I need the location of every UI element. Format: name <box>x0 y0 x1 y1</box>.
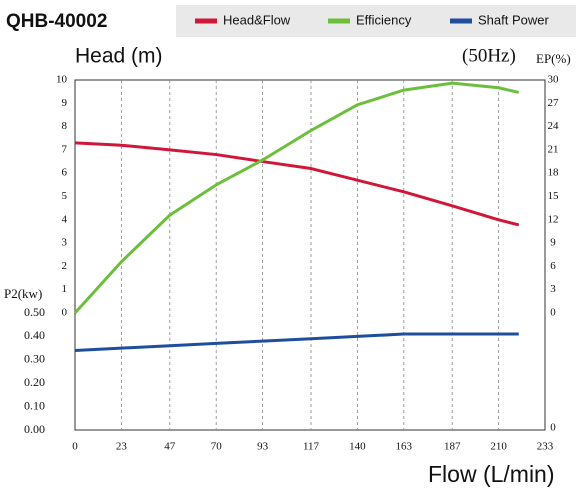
y2-tick-label: 6 <box>550 260 556 272</box>
x-tick-label: 187 <box>444 441 461 453</box>
y-tick-label: 2 <box>62 260 68 272</box>
x-tick-label: 70 <box>211 441 223 453</box>
y-axis-label: Head (m) <box>75 45 163 68</box>
x-tick-label: 23 <box>116 441 128 453</box>
x-tick-label: 233 <box>537 441 554 453</box>
y2-tick-label: 21 <box>548 143 559 155</box>
x-tick-label: 0 <box>72 441 78 453</box>
legend-box <box>176 5 576 37</box>
y2-tick-label: 12 <box>548 213 559 225</box>
legend-label: Head&Flow <box>223 12 291 27</box>
y2-tick-label: 30 <box>548 74 560 86</box>
legend-label: Shaft Power <box>478 12 549 27</box>
x-tick-label: 117 <box>303 441 320 453</box>
x-tick-label: 93 <box>257 441 269 453</box>
y-tick-label: 5 <box>62 190 68 202</box>
y3-tick-label: 0.30 <box>24 352 45 366</box>
y2-tick-label: 27 <box>548 97 560 109</box>
y-tick-label: 10 <box>56 74 68 86</box>
x-axis-label: Flow (L/min) <box>428 461 555 487</box>
x-tick-label: 47 <box>164 441 176 453</box>
y-tick-label: 9 <box>62 97 68 109</box>
series-line <box>74 141 520 227</box>
x-tick-label: 163 <box>396 441 413 453</box>
chart-title: QHB-40002 <box>6 11 107 32</box>
y-tick-label: 6 <box>62 167 68 179</box>
y2-tick-label: 9 <box>550 237 556 249</box>
y2-tick-label: 18 <box>548 167 560 179</box>
y2-axis-label: EP(%) <box>536 51 571 66</box>
legend-label: Efficiency <box>356 12 412 27</box>
y3-axis-label: P2(kw) <box>4 286 42 301</box>
y2-tick-label: 24 <box>548 120 560 132</box>
y-tick-label: 4 <box>62 213 68 225</box>
y3-tick-label: 0.10 <box>24 398 45 412</box>
x-tick-label: 210 <box>490 441 507 453</box>
y3-tick-label: 0.50 <box>24 305 45 319</box>
y3-tick-label: 0.20 <box>24 375 45 389</box>
y-tick-label: 8 <box>62 120 68 132</box>
y-tick-label: 1 <box>62 283 68 295</box>
series-line <box>73 81 520 315</box>
series-line <box>74 332 519 352</box>
y-tick-label: 7 <box>62 143 68 155</box>
y3-right-tick-label: 0 <box>550 422 556 434</box>
y-tick-label: 3 <box>62 237 68 249</box>
y3-tick-label: 0.00 <box>24 422 45 436</box>
y-tick-label: 0 <box>62 307 68 319</box>
y2-tick-label: 3 <box>550 283 556 295</box>
x-tick-label: 140 <box>349 441 366 453</box>
frequency-label: (50Hz) <box>462 45 516 66</box>
plot-frame <box>74 79 546 431</box>
y3-tick-label: 0.40 <box>24 328 45 342</box>
y2-tick-label: 15 <box>548 190 560 202</box>
y2-tick-label: 0 <box>550 307 556 319</box>
